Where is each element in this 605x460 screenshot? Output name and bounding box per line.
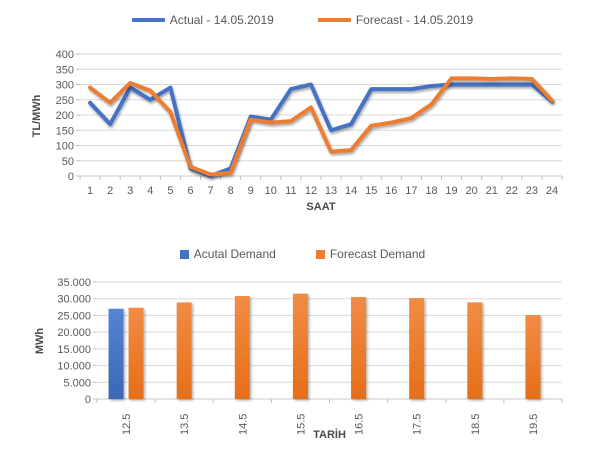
legend-label-forecast-demand: Forecast Demand [329, 247, 426, 261]
forecast-demand-bar[interactable] [351, 297, 367, 399]
hour-tick-label: 23 [526, 185, 538, 197]
legend-item-forecast-demand[interactable]: Forecast Demand [315, 247, 426, 261]
hour-tick-label: 1 [87, 185, 93, 197]
date-tick-label: 19.5 [528, 414, 540, 435]
forecast-demand-bar[interactable] [234, 296, 250, 399]
hour-tick-label: 6 [187, 185, 193, 197]
forecast-series-swatch [317, 18, 351, 22]
hour-tick-label: 14 [345, 185, 357, 197]
hour-tick-label: 4 [147, 185, 153, 197]
line-chart-legend: Actual - 14.05.2019 Forecast - 14.05.201… [0, 13, 605, 27]
y-tick-label: 10.000 [57, 361, 91, 373]
hour-tick-label: 11 [285, 185, 296, 197]
hour-tick-label: 18 [425, 185, 437, 197]
forecast-demand-bar[interactable] [467, 302, 483, 399]
y-tick-label: 200 [56, 110, 74, 122]
y-tick-label: 35.000 [57, 277, 91, 289]
y-tick-label: 100 [56, 141, 74, 153]
date-tick-label: 17.5 [412, 414, 424, 435]
forecast-demand-swatch [315, 249, 325, 259]
y-tick-label: 50 [62, 156, 74, 168]
date-tick-label: 14.5 [237, 414, 249, 435]
hour-tick-label: 24 [546, 185, 558, 197]
date-tick-label: 16.5 [354, 414, 366, 435]
y-tick-label: 20.000 [57, 327, 91, 339]
legend-item-forecast[interactable]: Forecast - 14.05.2019 [317, 13, 474, 27]
hour-tick-label: 7 [207, 185, 213, 197]
y-tick-label: 250 [56, 95, 74, 107]
hour-tick-label: 8 [228, 185, 234, 197]
y-tick-label: 300 [56, 80, 74, 92]
y-tick-label: 150 [56, 125, 74, 137]
hour-tick-label: 12 [305, 185, 317, 197]
hour-tick-label: 19 [445, 185, 457, 197]
demand-x-axis-title: TARİH [313, 429, 346, 441]
date-tick-label: 13.5 [179, 414, 191, 435]
hour-tick-label: 5 [167, 185, 173, 197]
legend-label-actual: Actual - 14.05.2019 [169, 13, 274, 27]
actual-series-swatch [131, 18, 165, 22]
y-tick-label: 0 [85, 394, 91, 406]
date-tick-label: 12.5 [121, 414, 133, 435]
forecast-demand-bar[interactable] [128, 307, 144, 399]
hour-tick-label: 21 [486, 185, 498, 197]
y-tick-label: 30.000 [57, 294, 91, 306]
hour-tick-label: 9 [248, 185, 254, 197]
hour-tick-label: 13 [325, 185, 337, 197]
date-tick-label: 15.5 [295, 414, 307, 435]
hour-tick-label: 16 [385, 185, 397, 197]
date-tick-label: 18.5 [470, 414, 482, 435]
forecast-demand-bar[interactable] [292, 293, 308, 399]
actual-demand-swatch [179, 249, 189, 259]
legend-item-actual[interactable]: Actual - 14.05.2019 [131, 13, 274, 27]
price-y-axis-title: TL/MWh [31, 94, 43, 138]
hour-tick-label: 15 [365, 185, 377, 197]
hour-tick-label: 17 [405, 185, 417, 197]
hour-tick-label: 10 [265, 185, 277, 197]
actual-demand-bar[interactable] [108, 308, 124, 399]
hour-tick-label: 22 [506, 185, 518, 197]
hour-tick-label: 2 [107, 185, 113, 197]
y-tick-label: 350 [56, 64, 74, 76]
legend-label-forecast: Forecast - 14.05.2019 [355, 13, 474, 27]
forecast-demand-bar[interactable] [409, 298, 425, 399]
actual-price-line[interactable] [88, 82, 554, 178]
y-tick-label: 5.000 [63, 377, 91, 389]
y-tick-label: 25.000 [57, 310, 91, 322]
legend-item-actual-demand[interactable]: Acutal Demand [179, 247, 276, 261]
demand-y-axis-title: MWh [34, 327, 46, 355]
forecast-demand-bar[interactable] [525, 315, 541, 399]
forecast-demand-bar[interactable] [176, 302, 192, 399]
legend-label-actual-demand: Acutal Demand [193, 247, 276, 261]
hour-tick-label: 3 [127, 185, 133, 197]
y-tick-label: 0 [68, 171, 74, 183]
y-tick-label: 400 [56, 49, 74, 61]
forecast-price-line[interactable] [88, 76, 554, 177]
price-x-axis-title: SAAT [306, 201, 336, 213]
bar-chart-legend: Acutal Demand Forecast Demand [0, 247, 605, 261]
y-tick-label: 15.000 [57, 344, 91, 356]
hour-tick-label: 20 [466, 185, 478, 197]
